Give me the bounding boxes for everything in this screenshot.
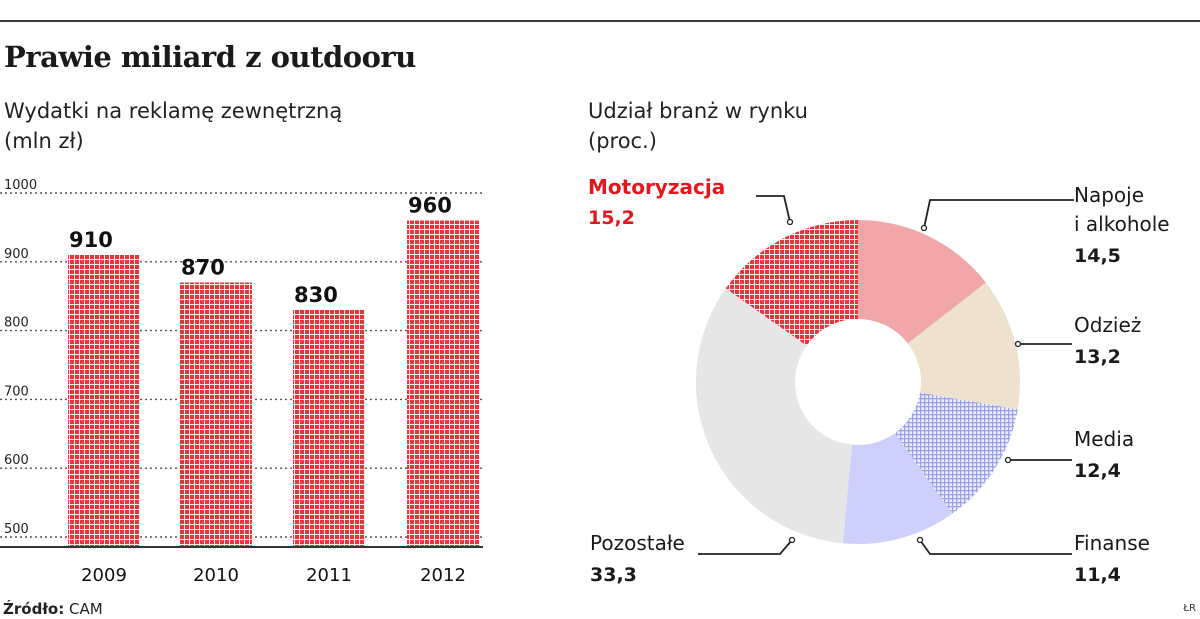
bar-2009 [68, 254, 140, 547]
pie-leader-dot [786, 218, 794, 226]
pie-label-odzie-: Odzież [1074, 313, 1141, 337]
bar-value-label: 910 [69, 228, 113, 252]
pie-chart: Napoje i alkohole 14,5 Odzież 13,2 Media 12,4 F… [588, 175, 1170, 586]
bar-y-tick-label: 900 [4, 247, 29, 262]
pie-slice-motoryzacja [725, 220, 858, 346]
bar-chart: 500 600 700 800 900 1000 910 2009 870 2010 830 201… [0, 178, 483, 586]
page-title: Prawie miliard z outdooru [4, 40, 416, 74]
pie-value-pozosta-e: 33,3 [590, 564, 637, 586]
pie-value-finanse: 11,4 [1074, 564, 1121, 586]
pie-leader-dot [916, 536, 924, 544]
source-label: Źródło: [3, 600, 65, 618]
pie-leader-pozosta-e [698, 539, 793, 555]
pie-slice-pozosta-e [696, 288, 853, 544]
top-rule [0, 20, 1200, 22]
bar-x-tick-label: 2009 [81, 565, 127, 586]
bar-chart-subtitle: Wydatki na reklamę zewnętrzną (mln zł) [4, 96, 342, 156]
bar-value-label: 960 [408, 194, 452, 218]
pie-label-finanse: Finanse [1074, 531, 1150, 555]
bar-chart-subtitle-line-2: (mln zł) [4, 129, 84, 153]
bar-x-tick-label: 2010 [193, 565, 239, 586]
pie-slice-napoje-i-alkohole [858, 220, 987, 344]
source-note: Źródło: CAM [3, 600, 103, 618]
pie-label-media: Media [1074, 427, 1134, 451]
bar-x-tick-label: 2011 [306, 565, 352, 586]
pie-leader-dot [788, 536, 796, 544]
pie-slice-media [894, 392, 1018, 514]
pie-value-media: 12,4 [1074, 460, 1121, 482]
bar-value-label: 870 [181, 255, 225, 279]
pie-label-napoje-i-alkohole: Napoje [1074, 183, 1144, 207]
bar-chart-subtitle-line-1: Wydatki na reklamę zewnętrzną [4, 99, 343, 123]
pie-label-motoryzacja: Motoryzacja [588, 175, 725, 199]
pie-chart-subtitle-line-2: (proc.) [588, 129, 657, 153]
pie-leader-dot [920, 224, 928, 232]
author-credit: ŁR [1183, 603, 1196, 614]
pie-label-napoje-i-alkohole: i alkohole [1074, 212, 1170, 236]
pie-slice-finanse [842, 433, 953, 544]
pie-leader-motoryzacja [756, 195, 791, 223]
bar-y-tick-label: 800 [4, 316, 29, 331]
pie-leader-dot [1004, 456, 1012, 464]
bar-y-tick-label: 1000 [4, 178, 37, 193]
bar-value-label: 830 [294, 283, 338, 307]
pie-chart-subtitle: Udział branż w rynku (proc.) [588, 96, 808, 156]
pie-value-odzie-: 13,2 [1074, 346, 1121, 368]
pie-chart-subtitle-line-1: Udział branż w rynku [588, 99, 808, 123]
bar-y-tick-label: 600 [4, 453, 29, 468]
pie-leader-napoje-i-alkohole [923, 199, 1074, 229]
bar-y-tick-label: 500 [4, 522, 29, 537]
source-value: CAM [68, 600, 103, 618]
pie-leader-finanse [919, 539, 1072, 555]
bar-2010 [180, 282, 252, 546]
pie-slice-odzie- [907, 282, 1020, 410]
pie-value-napoje-i-alkohole: 14,5 [1074, 245, 1121, 267]
bar-x-tick-label: 2012 [420, 565, 466, 586]
pie-value-motoryzacja: 15,2 [588, 207, 635, 229]
bar-2011 [293, 309, 365, 546]
pie-label-pozosta-e: Pozostałe [590, 531, 685, 555]
bar-y-tick-label: 700 [4, 384, 29, 399]
pie-leader-dot [1014, 340, 1022, 348]
bar-2012 [407, 220, 479, 546]
